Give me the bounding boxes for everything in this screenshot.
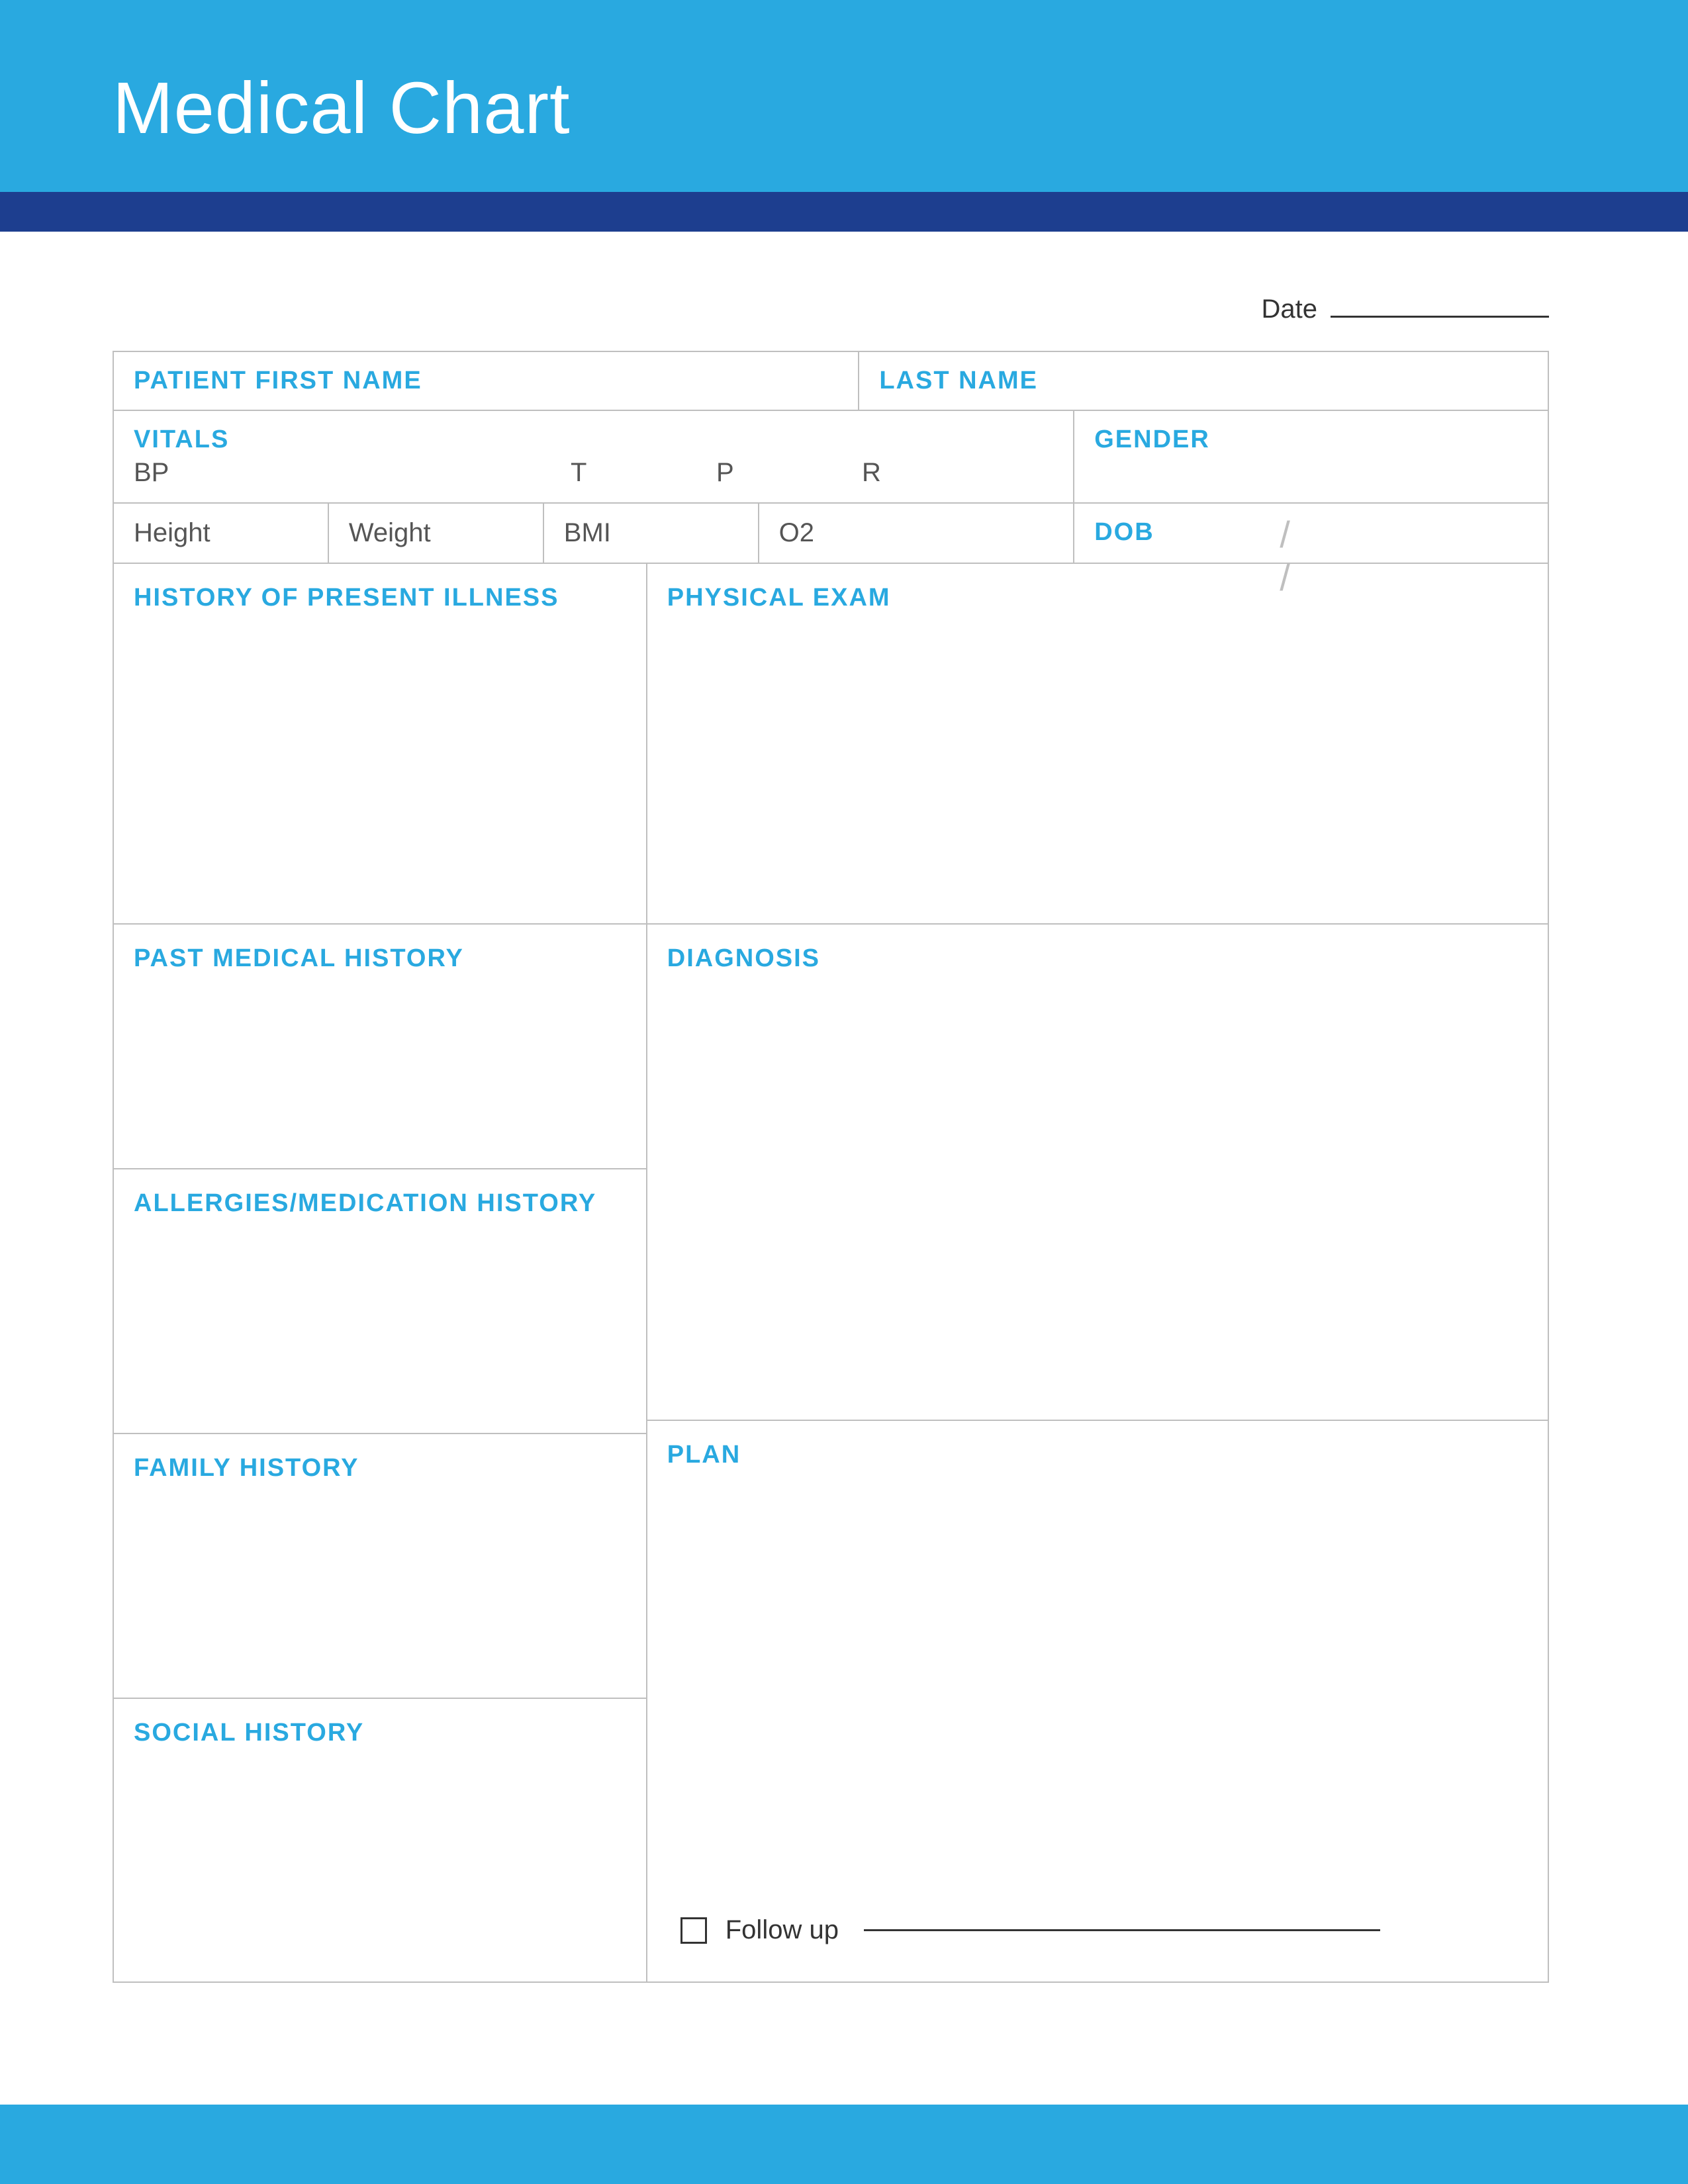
cell-bmi[interactable]: BMI [544,504,759,564]
row-vitals: VITALS BP T P R GENDER [114,411,1548,504]
followup-field: Follow up [680,1915,1380,1945]
column-right: PHYSICAL EXAM DIAGNOSIS PLAN Follow up [647,564,1548,1981]
cell-o2[interactable]: O2 [759,504,1075,564]
pane-sh[interactable]: SOCIAL HISTORY [114,1699,646,1981]
pane-plan[interactable]: PLAN Follow up [647,1421,1548,1981]
date-label: Date [1262,295,1318,324]
first-name-label: PATIENT FIRST NAME [134,367,422,394]
vitals-r-label: R [862,458,881,488]
pane-pe[interactable]: PHYSICAL EXAM [647,564,1548,925]
pane-amh[interactable]: ALLERGIES/MEDICATION HISTORY [114,1169,646,1434]
header-band: Medical Chart [0,0,1688,192]
vitals-label: VITALS [134,426,1053,454]
accent-band [0,192,1688,232]
cell-vitals[interactable]: VITALS BP T P R [114,411,1074,504]
pane-diagnosis[interactable]: DIAGNOSIS [647,925,1548,1421]
cell-first-name[interactable]: PATIENT FIRST NAME [114,352,859,411]
footer-band [0,2105,1688,2184]
pane-fh[interactable]: FAMILY HISTORY [114,1434,646,1699]
pmh-label: PAST MEDICAL HISTORY [134,944,464,972]
gender-label: GENDER [1094,426,1210,453]
sh-label: SOCIAL HISTORY [134,1719,364,1747]
hpi-label: HISTORY OF PRESENT ILLNESS [134,584,559,612]
cell-dob[interactable]: DOB / / [1074,504,1548,564]
pane-hpi[interactable]: HISTORY OF PRESENT ILLNESS [114,564,646,925]
pane-pmh[interactable]: PAST MEDICAL HISTORY [114,925,646,1169]
row-metrics: Height Weight BMI O2 DOB / / [114,504,1548,564]
page-title: Medical Chart [113,66,1688,150]
amh-label: ALLERGIES/MEDICATION HISTORY [134,1189,596,1217]
row-names: PATIENT FIRST NAME LAST NAME [114,352,1548,411]
cell-last-name[interactable]: LAST NAME [859,352,1548,411]
vitals-t-label: T [571,458,716,488]
dob-separators: / / [1280,513,1548,599]
plan-label: PLAN [667,1441,741,1469]
followup-checkbox[interactable] [680,1917,707,1944]
vitals-bp-label: BP [134,458,571,488]
o2-label: O2 [779,518,814,547]
pe-label: PHYSICAL EXAM [667,584,891,612]
date-field: Date [1262,295,1550,324]
cell-gender[interactable]: GENDER [1074,411,1548,504]
cell-height[interactable]: Height [114,504,329,564]
dob-label: DOB [1094,518,1154,546]
vitals-measures: BP T P R [134,458,1053,488]
medical-chart-form: PATIENT FIRST NAME LAST NAME VITALS BP T… [113,351,1549,1983]
height-label: Height [134,518,211,547]
followup-label: Follow up [726,1915,839,1945]
cell-weight[interactable]: Weight [329,504,544,564]
last-name-label: LAST NAME [879,367,1038,394]
column-left: HISTORY OF PRESENT ILLNESS PAST MEDICAL … [114,564,647,1981]
dx-label: DIAGNOSIS [667,944,820,972]
date-line[interactable] [1331,316,1549,318]
weight-label: Weight [349,518,431,547]
fh-label: FAMILY HISTORY [134,1454,359,1482]
vitals-p-label: P [716,458,862,488]
bmi-label: BMI [564,518,611,547]
body-grid: HISTORY OF PRESENT ILLNESS PAST MEDICAL … [114,564,1548,1981]
followup-line[interactable] [864,1929,1380,1931]
